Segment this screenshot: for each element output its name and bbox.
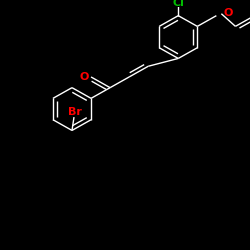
Text: Br: Br	[68, 107, 82, 117]
Text: Cl: Cl	[172, 0, 184, 8]
Text: O: O	[79, 72, 89, 82]
Text: O: O	[223, 8, 233, 18]
